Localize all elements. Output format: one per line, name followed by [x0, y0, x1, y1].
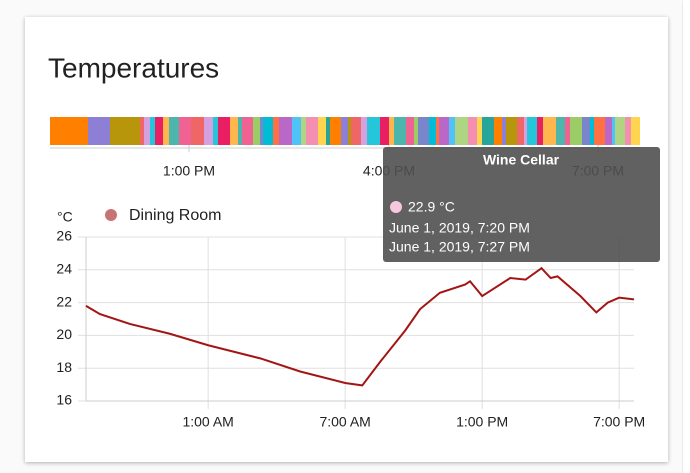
timeline-segment — [150, 117, 155, 145]
timeline-segment — [306, 117, 318, 145]
timeline-segment — [590, 117, 594, 145]
timeline-segment — [506, 117, 517, 145]
y-tick-label: 20 — [56, 326, 72, 342]
x-tick-label: 1:00 PM — [456, 414, 508, 430]
timeline-segment — [351, 117, 361, 145]
timeline-segment — [380, 117, 389, 145]
y-tick-label: 22 — [56, 293, 72, 309]
card-title: Temperatures — [48, 52, 219, 83]
timeline-segment — [263, 117, 273, 145]
timeline-segment — [389, 117, 394, 145]
timeline-segment — [238, 117, 242, 145]
timeline-segment — [230, 117, 238, 145]
timeline-segment — [612, 117, 615, 145]
timeline-segment — [436, 117, 439, 145]
timeline-segment — [631, 117, 640, 145]
timeline-segment — [140, 117, 144, 145]
tooltip-box — [383, 147, 660, 262]
timeline-segment — [348, 117, 351, 145]
timeline-segment — [482, 117, 494, 145]
tooltip: Wine Cellar 22.9 °C June 1, 2019, 7:20 P… — [383, 147, 660, 262]
timeline-segment — [594, 117, 605, 145]
timeline-segment — [570, 117, 582, 145]
x-tick-label: 1:00 AM — [182, 414, 233, 430]
timeline-segment — [318, 117, 326, 145]
tooltip-value: 22.9 °C — [408, 199, 455, 215]
timeline-segment — [414, 117, 418, 145]
legend-swatch — [105, 209, 117, 221]
timeline-segment — [191, 117, 204, 145]
timeline-segment — [110, 117, 140, 145]
timeline-segment — [582, 117, 590, 145]
timeline-segment — [260, 117, 263, 145]
timeline-segment — [524, 117, 527, 145]
timeline-tick-label: 1:00 PM — [163, 163, 215, 179]
timeline-segment — [394, 117, 406, 145]
timeline-segment — [429, 117, 436, 145]
timeline-segment — [341, 117, 348, 145]
timeline-segment — [88, 117, 110, 145]
y-tick-label: 16 — [56, 392, 72, 408]
timeline-segment — [155, 117, 163, 145]
timeline-segment — [502, 117, 506, 145]
timeline-segment — [468, 117, 477, 145]
y-tick-label: 18 — [56, 359, 72, 375]
tooltip-end: June 1, 2019, 7:27 PM — [389, 239, 530, 255]
y-tick-label: 26 — [56, 228, 72, 244]
timeline-segment — [144, 117, 150, 145]
timeline-segment — [292, 117, 301, 145]
timeline-segment — [556, 117, 565, 145]
timeline-segment — [605, 117, 612, 145]
timeline-segment — [204, 117, 213, 145]
timeline-segment — [455, 117, 468, 145]
tooltip-title: Wine Cellar — [483, 152, 560, 168]
timeline-segment — [406, 117, 414, 145]
timeline-segment — [494, 117, 502, 145]
timeline: 1:00 PM4:00 PM7:00 PM — [50, 117, 640, 179]
timeline-segment — [279, 117, 292, 145]
timeline-segment — [367, 117, 380, 145]
timeline-segment — [169, 117, 179, 145]
timeline-segment — [218, 117, 230, 145]
y-axis-label: °C — [57, 209, 73, 225]
tooltip-swatch — [390, 201, 402, 213]
chart: °C 16 18 20 22 24 26 1:00 AM 7:00 AM 1:00 PM 7:00 … — [56, 207, 645, 429]
timeline-segment — [615, 117, 625, 145]
timeline-segment — [418, 117, 429, 145]
timeline-segment — [301, 117, 306, 145]
timeline-segment — [439, 117, 449, 145]
timeline-segment — [477, 117, 482, 145]
timeline-segment — [361, 117, 367, 145]
timeline-segment — [163, 117, 169, 145]
timeline-segment — [537, 117, 543, 145]
timeline-segment — [449, 117, 455, 145]
timeline-segment — [527, 117, 537, 145]
timeline-segment — [326, 117, 330, 145]
tooltip-start: June 1, 2019, 7:20 PM — [389, 220, 530, 236]
timeline-segment — [625, 117, 631, 145]
y-tick-label: 24 — [56, 261, 72, 277]
timeline-segment — [543, 117, 556, 145]
timeline-segment — [213, 117, 218, 145]
side-card — [683, 0, 690, 473]
timeline-segment — [50, 117, 88, 145]
timeline-segment — [273, 117, 279, 145]
timeline-segment — [179, 117, 191, 145]
x-tick-label: 7:00 PM — [593, 414, 645, 430]
timeline-segment — [253, 117, 260, 145]
data-line — [85, 266, 635, 387]
timeline-segment — [517, 117, 524, 145]
x-tick-label: 7:00 AM — [319, 414, 370, 430]
timeline-segment — [565, 117, 570, 145]
timeline-segment — [330, 117, 341, 145]
legend-label: Dining Room — [129, 207, 221, 224]
timeline-segment — [242, 117, 253, 145]
